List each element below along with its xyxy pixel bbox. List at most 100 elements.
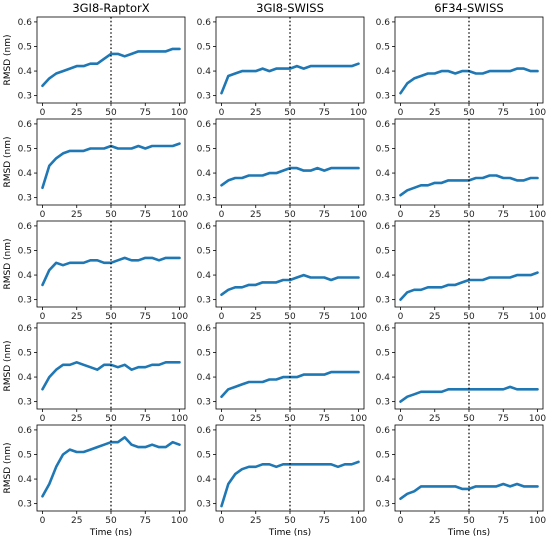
panel-r3-c3-ytick-label-2: 0.5 <box>376 246 390 256</box>
panel-r4-c1-ytick-label-1: 0.4 <box>18 373 33 383</box>
panel-r1-c2-xtick-label-0: 0 <box>219 108 225 118</box>
panel-r5-c1-ytick-label-3: 0.6 <box>18 426 33 436</box>
panel-r1-c3-ytick-label-0: 0.3 <box>376 92 390 102</box>
column-title-2: 3GI8-SWISS <box>256 1 324 15</box>
panel-r2-c2-rmsd-line <box>220 166 360 187</box>
panel-r4-c1-ylabel: RMSD (nm) <box>3 340 13 391</box>
panel-r4-c1-xtick-label-1: 25 <box>71 414 82 424</box>
panel-r5-c3-ytick-label-1: 0.4 <box>376 475 391 485</box>
panel-r5-c1-xtick-label-3: 75 <box>140 516 151 526</box>
panel-r3-c3-ytick-label-1: 0.4 <box>376 271 391 281</box>
panel-r5-c3-xtick-label-4: 100 <box>529 516 546 526</box>
panel-r4-c3-ytick-label-2: 0.5 <box>376 348 390 358</box>
panel-r3-c1-ytick-label-3: 0.6 <box>18 222 33 232</box>
panel-r4-c1-xtick-label-4: 100 <box>171 414 188 424</box>
panel-r5-c3-xtick-label-3: 75 <box>498 516 509 526</box>
panel-r1-c1-ytick-label-1: 0.4 <box>18 67 33 77</box>
panel-r1-c3-xtick-label-4: 100 <box>529 108 546 118</box>
panel-r2-c3-ytick-label-1: 0.4 <box>376 169 391 179</box>
panel-r4-c3-xtick-label-0: 0 <box>398 414 404 424</box>
panel-r5-c3-xlabel: Time (ns) <box>447 528 490 538</box>
panel-r1-c1-xtick-label-1: 25 <box>71 108 82 118</box>
panel-r3-c3-xtick-label-1: 25 <box>429 312 440 322</box>
panel-r2-c1-ytick-label-3: 0.6 <box>18 120 33 130</box>
panel-r4-c2-ytick-label-1: 0.4 <box>197 373 212 383</box>
panel-r1-c3-xtick-label-0: 0 <box>398 108 404 118</box>
panel-r5-c3-xtick-label-0: 0 <box>398 516 404 526</box>
panel-r3-c1-xtick-label-3: 75 <box>140 312 151 322</box>
panel-r2-c1-ytick-label-1: 0.4 <box>18 169 33 179</box>
panel-r4-c2-xtick-label-0: 0 <box>219 414 225 424</box>
panel-r1-c2-xtick-label-1: 25 <box>250 108 261 118</box>
panel-r3-c1-ytick-label-0: 0.3 <box>18 296 32 306</box>
panel-r2-c3-xtick-label-4: 100 <box>529 210 546 220</box>
panel-r4-c3-xtick-label-3: 75 <box>498 414 509 424</box>
panel-r5-c1-xtick-label-4: 100 <box>171 516 188 526</box>
panel-r3-c2-ytick-label-3: 0.6 <box>197 222 212 232</box>
panel-r4-c2-ytick-label-0: 0.3 <box>197 398 211 408</box>
panel-r2-c3-xtick-label-3: 75 <box>498 210 509 220</box>
panel-r1-c3-ytick-label-1: 0.4 <box>376 67 391 77</box>
panel-r2-c3-xtick-label-0: 0 <box>398 210 404 220</box>
panel-r4-c1-xtick-label-3: 75 <box>140 414 151 424</box>
panel-r3-c3-xtick-label-2: 50 <box>463 312 475 322</box>
panel-r2-c1-xtick-label-3: 75 <box>140 210 151 220</box>
panel-r4-c1-xtick-label-0: 0 <box>40 414 46 424</box>
panel-r4-c1-xtick-label-2: 50 <box>105 414 117 424</box>
panel-r3-c1-ytick-label-2: 0.5 <box>18 246 32 256</box>
panel-r1-c2-xtick-label-3: 75 <box>319 108 330 118</box>
panel-r5-c2-xtick-label-0: 0 <box>219 516 225 526</box>
panel-r5-c3-ytick-label-3: 0.6 <box>376 426 391 436</box>
panel-r2-c2-xtick-label-2: 50 <box>284 210 296 220</box>
panel-r4-c1-ytick-label-2: 0.5 <box>18 348 32 358</box>
panel-r4-c2-ytick-label-3: 0.6 <box>197 324 212 334</box>
panel-r2-c1-ylabel: RMSD (nm) <box>3 136 13 187</box>
panel-r5-c3-xtick-label-1: 25 <box>429 516 440 526</box>
panel-r3-c2-ytick-label-1: 0.4 <box>197 271 212 281</box>
panel-r2-c2-ytick-label-0: 0.3 <box>197 194 211 204</box>
panel-r1-c1-xtick-label-2: 50 <box>105 108 117 118</box>
panel-r5-c1-ytick-label-1: 0.4 <box>18 475 33 485</box>
panel-r1-c1-ytick-label-2: 0.5 <box>18 42 32 52</box>
panel-r4-c3-ytick-label-0: 0.3 <box>376 398 390 408</box>
panel-r3-c3-ytick-label-0: 0.3 <box>376 296 390 306</box>
panel-r1-c2-xtick-label-4: 100 <box>350 108 367 118</box>
panel-r3-c3-xtick-label-4: 100 <box>529 312 546 322</box>
panel-r4-c1-ytick-label-0: 0.3 <box>18 398 32 408</box>
panel-r1-c1-ylabel: RMSD (nm) <box>3 34 13 85</box>
panel-r1-c2-ytick-label-2: 0.5 <box>197 42 211 52</box>
panel-r3-c2-ytick-label-2: 0.5 <box>197 246 211 256</box>
panel-r2-c1-ytick-label-2: 0.5 <box>18 144 32 154</box>
panel-r4-c2-xtick-label-4: 100 <box>350 414 367 424</box>
panel-r3-c1-xtick-label-4: 100 <box>171 312 188 322</box>
panel-r2-c3-ytick-label-3: 0.6 <box>376 120 391 130</box>
panel-r1-c1-xtick-label-3: 75 <box>140 108 151 118</box>
panel-r5-c2-xtick-label-1: 25 <box>250 516 261 526</box>
panel-r2-c2-ytick-label-3: 0.6 <box>197 120 212 130</box>
panel-r5-c1-xlabel: Time (ns) <box>89 528 132 538</box>
panel-r1-c2-xtick-label-2: 50 <box>284 108 296 118</box>
panel-r4-c3-ytick-label-3: 0.6 <box>376 324 391 334</box>
panel-r2-c2-xtick-label-1: 25 <box>250 210 261 220</box>
panel-r3-c1-xtick-label-1: 25 <box>71 312 82 322</box>
panel-r5-c2-xtick-label-3: 75 <box>319 516 330 526</box>
panel-r3-c1-ylabel: RMSD (nm) <box>3 238 13 289</box>
panel-r1-c2-ytick-label-1: 0.4 <box>197 67 212 77</box>
panel-r5-c2-ytick-label-0: 0.3 <box>197 500 211 510</box>
panel-r2-c2-ytick-label-2: 0.5 <box>197 144 211 154</box>
panel-r4-c3-ytick-label-1: 0.4 <box>376 373 391 383</box>
panel-r2-c3-ytick-label-0: 0.3 <box>376 194 390 204</box>
panel-r2-c3-xtick-label-1: 25 <box>429 210 440 220</box>
panel-r2-c3-xtick-label-2: 50 <box>463 210 475 220</box>
panel-r5-c2-xtick-label-4: 100 <box>350 516 367 526</box>
panel-r3-c2-ytick-label-0: 0.3 <box>197 296 211 306</box>
panel-r3-c2-xtick-label-0: 0 <box>219 312 225 322</box>
panel-r2-c1-xtick-label-2: 50 <box>105 210 117 220</box>
panel-r3-c3-xtick-label-3: 75 <box>498 312 509 322</box>
panel-r4-c2-xtick-label-2: 50 <box>284 414 296 424</box>
panel-r2-c1-xtick-label-1: 25 <box>71 210 82 220</box>
panel-r2-c2-xtick-label-4: 100 <box>350 210 367 220</box>
panel-r4-c2-xtick-label-3: 75 <box>319 414 330 424</box>
panel-r1-c3-xtick-label-2: 50 <box>463 108 475 118</box>
